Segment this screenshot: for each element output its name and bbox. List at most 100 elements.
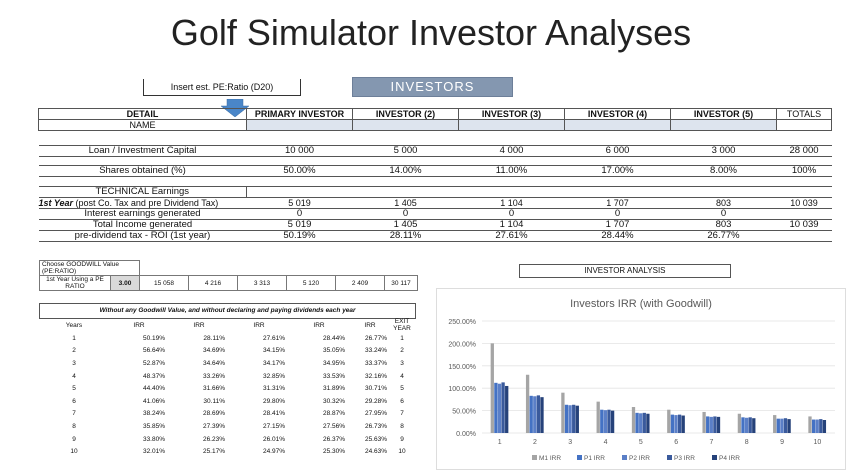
shares-value: 17.00% (564, 165, 671, 177)
irr-value: 41.06% (142, 397, 165, 405)
irr-value: 34.15% (262, 347, 285, 355)
name-input-primary[interactable] (246, 119, 353, 131)
pe-ratio-input[interactable]: 3.00 (110, 275, 140, 291)
chart-bar (783, 418, 788, 433)
chart-bar (737, 413, 742, 433)
irr-column-header: IRR (253, 321, 265, 329)
name-input-investor-2[interactable] (352, 119, 459, 131)
irr-value: 48.37% (142, 372, 165, 380)
irr-table-row: 9 33.80% 26.23% 26.01% 26.37% 25.63% 9 (39, 433, 413, 446)
irr-value: 35.85% (142, 422, 165, 430)
y-tick-label: 200.00% (448, 341, 476, 348)
legend-label: P2 IRR (629, 455, 650, 462)
goodwill-value: 2 409 (335, 275, 385, 291)
irr-value: 25.30% (322, 448, 345, 456)
loan-row: Loan / Investment Capital 10 000 5 000 4… (38, 145, 832, 157)
shares-total: 100% (776, 165, 832, 177)
roi-value: 28.11% (352, 230, 459, 242)
interest-value: 0 (246, 208, 353, 220)
technical-earnings-label: TECHNICAL Earnings (38, 186, 247, 198)
chart-bar (497, 383, 502, 433)
chart-bar (677, 414, 682, 433)
chart-bar (635, 412, 639, 433)
legend-swatch (622, 455, 627, 460)
goodwill-value: 4 216 (188, 275, 238, 291)
irr-table-row: 3 52.87% 34.64% 34.17% 34.95% 33.37% 3 (39, 357, 413, 370)
chart-bar (564, 404, 569, 433)
total-income-label: Total Income generated (38, 219, 247, 231)
irr-value: 27.95% (364, 410, 387, 418)
roi-total (776, 230, 832, 242)
chart-bar (600, 409, 604, 433)
x-tick-label: 7 (709, 439, 713, 446)
name-input-investor-4[interactable] (564, 119, 671, 131)
name-row: NAME (38, 119, 832, 131)
page-title: Golf Simulator Investor Analyses (170, 12, 692, 53)
chart-bar (744, 417, 749, 433)
irr-year: 7 (72, 410, 76, 418)
y-tick-label: 150.00% (448, 364, 476, 371)
irr-value: 26.73% (364, 422, 387, 430)
irr-year: 3 (72, 359, 76, 367)
irr-table: Years IRR IRR IRR IRR IRR EXIT YEAR 1 50.19% 28.… (39, 318, 413, 458)
irr-table-heading: Without any Goodwill Value, and without … (39, 303, 416, 319)
name-input-investor-5[interactable] (670, 119, 777, 131)
chart-bar (811, 419, 816, 433)
irr-exit-year: 6 (400, 397, 404, 405)
total-income-total: 10 039 (776, 219, 832, 231)
irr-year: 8 (72, 422, 76, 430)
chart-bar (561, 392, 565, 433)
total-income-value: 5 019 (246, 219, 353, 231)
header-investor-2: INVESTOR (2) (352, 108, 459, 120)
interest-value: 0 (458, 208, 565, 220)
interest-total (776, 208, 832, 220)
irr-value: 44.40% (142, 385, 165, 393)
chart-bar (607, 409, 611, 433)
y-tick-label: 50.00% (452, 409, 476, 416)
irr-exit-year: 9 (400, 435, 404, 443)
irr-value: 33.37% (364, 359, 387, 367)
x-tick-label: 8 (745, 439, 749, 446)
total-income-value: 1 405 (352, 219, 459, 231)
loan-value: 3 000 (670, 145, 777, 157)
irr-table-row: 2 56.64% 34.69% 34.15% 35.05% 33.24% 2 (39, 345, 413, 358)
chart-bar (505, 385, 509, 433)
irr-value: 34.69% (202, 347, 225, 355)
x-tick-label: 1 (498, 439, 502, 446)
goodwill-value: 5 120 (286, 275, 336, 291)
loan-total: 28 000 (776, 145, 832, 157)
irr-header-row: Years IRR IRR IRR IRR IRR EXIT YEAR (39, 318, 413, 332)
chart-bar (603, 410, 608, 433)
legend-swatch (712, 455, 717, 460)
chart-bar (709, 416, 713, 433)
name-label: NAME (38, 119, 247, 131)
interest-label: Interest earnings generated (38, 208, 247, 220)
chart-bar (713, 416, 717, 433)
chart-bar (822, 420, 827, 433)
x-tick-label: 6 (674, 439, 678, 446)
irr-exit-year: 2 (400, 347, 404, 355)
chart-bar (815, 419, 819, 433)
roi-row: pre-dividend tax - ROI (1st year) 50.19%… (38, 230, 832, 242)
irr-table-row: 6 41.06% 30.11% 29.80% 30.32% 29.28% 6 (39, 395, 413, 408)
header-row: DETAIL PRIMARY INVESTOR INVESTOR (2) INV… (38, 108, 832, 120)
irr-value: 25.17% (202, 448, 225, 456)
name-input-investor-3[interactable] (458, 119, 565, 131)
shares-value: 8.00% (670, 165, 777, 177)
irr-value: 24.63% (364, 448, 387, 456)
irr-value: 28.87% (322, 410, 345, 418)
investor-analysis-label: INVESTOR ANALYSIS (519, 264, 731, 278)
irr-table-row: 5 44.40% 31.66% 31.31% 31.89% 30.71% 5 (39, 382, 413, 395)
irr-value: 34.95% (322, 359, 345, 367)
irr-value: 28.69% (202, 410, 225, 418)
first-year-value: 1 405 (352, 197, 459, 209)
goodwill-value: 3 313 (237, 275, 287, 291)
investors-banner: INVESTORS (352, 77, 513, 97)
chart-bar (646, 413, 650, 433)
irr-year: 5 (72, 385, 76, 393)
loan-label: Loan / Investment Capital (38, 145, 247, 157)
chart-bar (681, 415, 685, 433)
irr-value: 27.61% (262, 334, 285, 342)
legend-label: P4 IRR (719, 455, 740, 462)
first-year-value: 1 104 (458, 197, 565, 209)
